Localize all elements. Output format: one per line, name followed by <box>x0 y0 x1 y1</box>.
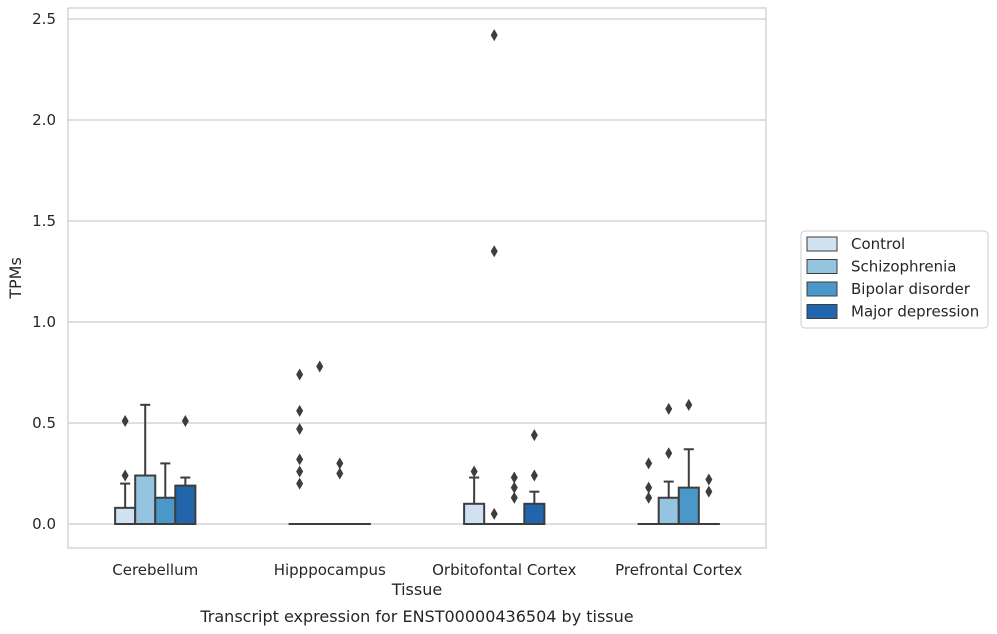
legend-entry-label: Major depression <box>851 303 979 321</box>
chart-caption: Transcript expression for ENST0000043650… <box>199 607 633 626</box>
box-group <box>503 471 526 526</box>
outlier-point <box>645 481 653 494</box>
box-group <box>697 473 720 526</box>
outlier-point <box>685 398 693 411</box>
box-rect <box>154 496 177 525</box>
legend-frame <box>800 230 989 329</box>
outlier-point <box>316 360 324 373</box>
y-tick-label: 1.5 <box>32 212 56 230</box>
outlier-point <box>665 402 673 415</box>
x-tick-label: Hipppocampus <box>274 561 386 579</box>
y-tick-label: 2.0 <box>32 111 56 129</box>
outlier-point <box>296 404 304 417</box>
outlier-point <box>705 473 713 486</box>
outlier-point <box>181 414 189 427</box>
outlier-point <box>510 471 518 484</box>
box-group <box>154 462 177 525</box>
outlier-point <box>510 491 518 504</box>
box-group <box>483 29 506 526</box>
legend-entry-label: Control <box>851 235 905 253</box>
box-group <box>677 398 700 526</box>
x-tick-label: Prefrontal Cortex <box>615 561 742 579</box>
outlier-point <box>336 457 344 470</box>
y-tick-labels: 0.0 0.5 1.0 1.5 2.0 2.5 <box>32 10 56 533</box>
outlier-point <box>510 481 518 494</box>
outlier-point <box>336 467 344 480</box>
outlier-point <box>645 491 653 504</box>
x-tick-label: Cerebellum <box>112 561 198 579</box>
box-rect <box>174 484 197 525</box>
outlier-point <box>645 457 653 470</box>
outlier-point <box>490 245 498 258</box>
legend-swatch <box>806 236 838 252</box>
boxes-layer <box>114 29 720 526</box>
outlier-point <box>705 485 713 498</box>
box-rect <box>114 506 137 525</box>
outlier-point <box>530 469 538 482</box>
x-tick-label: Orbitofontal Cortex <box>432 561 576 579</box>
y-tick-label: 0.0 <box>32 515 56 533</box>
outlier-point <box>121 469 129 482</box>
y-tick-label: 2.5 <box>32 10 56 28</box>
box-rect <box>657 496 680 525</box>
box-rect <box>463 502 486 525</box>
outlier-point <box>665 447 673 460</box>
y-tick-label: 1.0 <box>32 313 56 331</box>
legend-swatch <box>806 259 838 274</box>
outlier-point <box>296 453 304 466</box>
plot-area <box>67 7 767 549</box>
x-tick-labels: Cerebellum Hipppocampus Orbitofontal Corte… <box>112 561 742 579</box>
outlier-point <box>530 429 538 442</box>
box-group <box>523 429 546 525</box>
outlier-point <box>296 477 304 490</box>
legend-swatch <box>806 304 838 319</box>
x-axis-label: Tissue <box>391 580 442 599</box>
legend-entry-label: Schizophrenia <box>851 258 956 276</box>
outlier-point <box>490 507 498 520</box>
box-rect <box>134 474 157 525</box>
outlier-point <box>490 29 498 42</box>
y-axis-label: TPMs <box>6 257 25 300</box>
box-group <box>134 403 157 525</box>
outlier-point <box>296 368 304 381</box>
box-rect <box>523 502 546 525</box>
box-group <box>288 368 311 526</box>
legend-entry-label: Bipolar disorder <box>851 280 971 298</box>
box-group <box>174 414 197 525</box>
y-tick-label: 0.5 <box>32 414 56 432</box>
box-group <box>463 465 486 525</box>
box-group <box>328 457 351 526</box>
box-group <box>637 457 660 526</box>
outlier-point <box>296 465 304 478</box>
outlier-point <box>121 414 129 427</box>
legend-swatch <box>806 281 838 297</box>
legend: Control Schizophrenia Bipolar disorder Majo… <box>800 230 989 329</box>
box-rect <box>677 486 700 526</box>
outlier-point <box>470 465 478 478</box>
outlier-point <box>296 423 304 436</box>
